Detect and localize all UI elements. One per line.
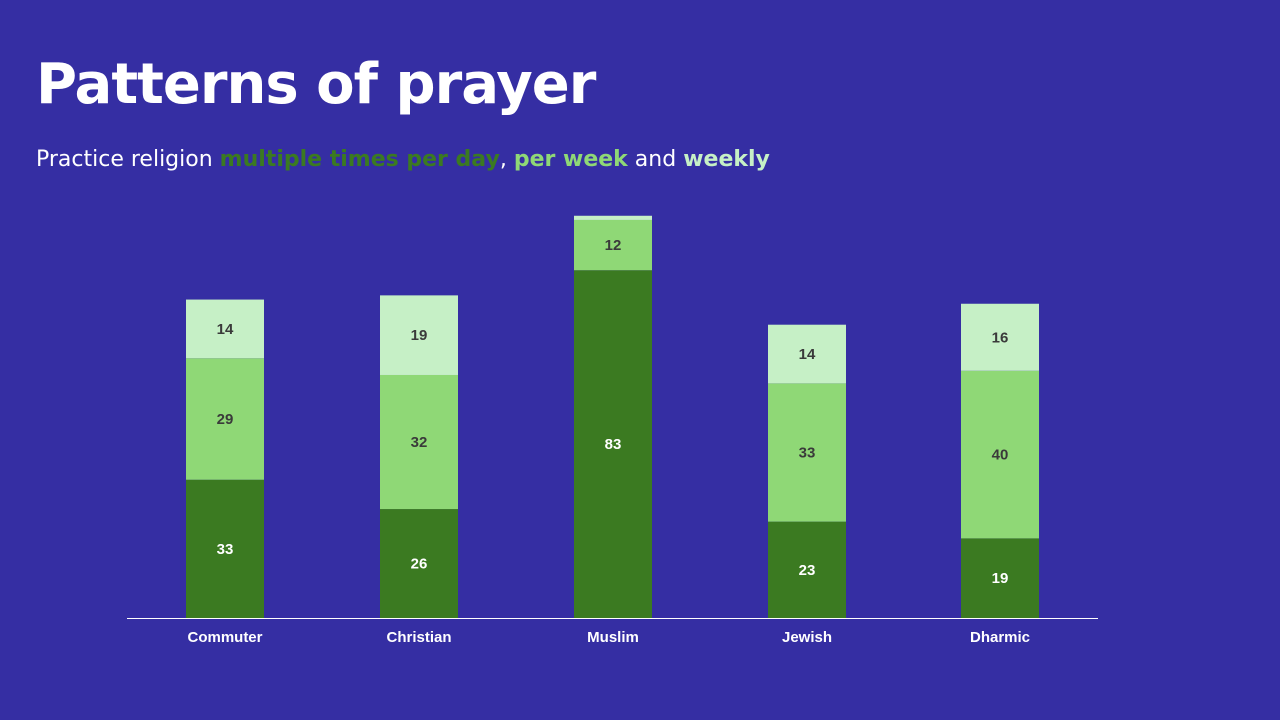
bar-muslim-per-week (574, 219, 652, 271)
subtitle-sep2: and (627, 147, 684, 172)
bar-dharmic-weekly (961, 303, 1039, 371)
data-label-commuter-weekly: 14 (217, 321, 234, 338)
data-label-dharmic-daily: 19 (992, 570, 1009, 587)
subtitle-prefix: Practice religion (36, 147, 220, 172)
chart-subtitle: Practice religion multiple times per day… (36, 147, 770, 172)
x-tick-label: Jewish (782, 629, 832, 646)
x-tick-label: Muslim (587, 629, 639, 646)
data-label-dharmic-weekly: 16 (992, 329, 1009, 346)
x-tick-label: Christian (386, 629, 451, 646)
bar-christian-weekly (380, 295, 458, 375)
data-label-commuter-daily: 33 (217, 541, 234, 558)
subtitle-sep1: , (499, 147, 514, 172)
subtitle-daily: multiple times per day (219, 147, 500, 172)
bar-muslim-daily (574, 270, 652, 618)
data-label-muslim-per-week: 12 (605, 237, 622, 254)
bar-dharmic-daily (961, 538, 1039, 618)
bar-jewish-weekly (768, 324, 846, 384)
data-label-christian-per-week: 32 (411, 434, 428, 451)
bar-muslim-weekly (574, 215, 652, 220)
x-tick-label: Commuter (187, 629, 262, 646)
bar-christian-daily (380, 509, 458, 618)
data-label-jewish-daily: 23 (799, 562, 816, 579)
bar-jewish-daily (768, 521, 846, 618)
data-label-christian-daily: 26 (411, 556, 428, 573)
bar-commuter-per-week (186, 358, 264, 480)
data-label-jewish-weekly: 14 (799, 346, 816, 363)
subtitle-weekly: weekly (683, 147, 770, 172)
chart-title: Patterns of prayer (36, 52, 596, 117)
bar-jewish-per-week (768, 383, 846, 522)
x-tick-label: Dharmic (970, 629, 1030, 646)
bar-christian-per-week (380, 374, 458, 510)
data-label-jewish-per-week: 33 (799, 444, 816, 461)
bar-commuter-weekly (186, 299, 264, 359)
data-label-commuter-per-week: 29 (217, 411, 234, 428)
bar-commuter-daily (186, 479, 264, 618)
data-label-muslim-daily: 83 (605, 436, 622, 453)
subtitle-per-week: per week (513, 147, 628, 172)
data-label-christian-weekly: 19 (411, 327, 428, 344)
bar-dharmic-per-week (961, 370, 1039, 539)
data-label-dharmic-per-week: 40 (992, 447, 1009, 464)
